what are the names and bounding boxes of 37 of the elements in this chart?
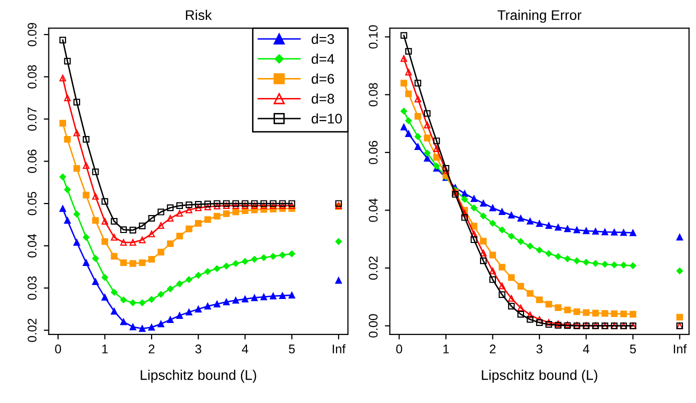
y-tick-label: 0.05 (28, 192, 37, 216)
y-tick-label: 0.02 (28, 318, 37, 342)
y-tick-label: 0.07 (28, 108, 37, 131)
x-tick-label: 5 (288, 344, 295, 354)
legend-label: d=10 (312, 113, 342, 124)
y-tick-label: 0.08 (368, 83, 378, 106)
x-tick-label: 4 (242, 344, 248, 354)
y-tick-label: 0.06 (368, 140, 378, 164)
y-tick-label: 0.02 (368, 256, 378, 280)
chart-title: Risk (186, 10, 212, 20)
y-tick-label: 0.09 (28, 22, 37, 46)
legend-label: d=4 (312, 54, 334, 64)
x-tick-label: 1 (102, 344, 108, 354)
x-tick-label: 0 (396, 344, 402, 354)
legend-label: d=3 (312, 34, 334, 44)
y-tick-label: 0.04 (368, 198, 378, 222)
x-tick-label: Inf (332, 344, 346, 354)
y-tick-label: 0.08 (28, 65, 37, 88)
y-tick-label: 0.00 (368, 314, 378, 338)
x-tick-label: 0 (55, 344, 62, 354)
x-tick-label: 1 (443, 344, 449, 354)
x-axis-title: Lipschitz bound (L) (140, 370, 256, 383)
x-tick-label: Inf (674, 344, 687, 354)
x-tick-label: 3 (195, 344, 202, 354)
y-tick-label: 0.04 (28, 234, 37, 258)
x-tick-label: 4 (582, 344, 590, 354)
y-tick-label: 0.03 (28, 276, 37, 300)
x-tick-label: 2 (490, 344, 496, 354)
x-tick-label: 3 (536, 344, 542, 354)
chart-title: Training Error (498, 10, 582, 23)
x-tick-label: 2 (148, 344, 154, 354)
y-tick-label: 0.10 (368, 25, 378, 49)
y-tick-label: 0.06 (28, 150, 37, 173)
x-axis-title: Lipschitz bound (L) (482, 370, 598, 383)
x-tick-label: 5 (630, 344, 636, 354)
legend-label: d=8 (312, 93, 334, 104)
legend-label: d=6 (312, 74, 334, 84)
